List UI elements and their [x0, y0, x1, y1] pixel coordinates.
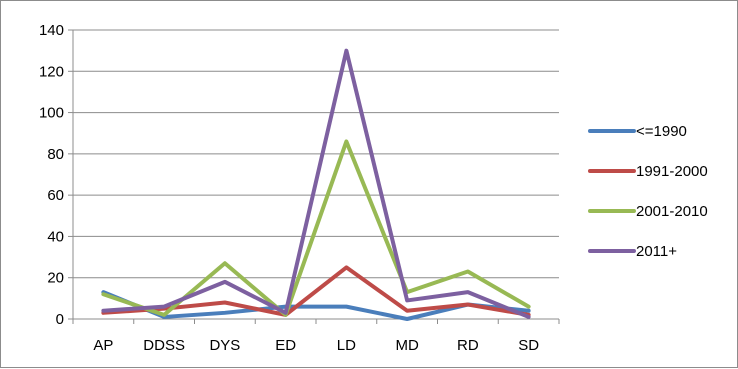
y-tick-label: 140: [39, 22, 64, 39]
legend-label: 1991-2000: [636, 163, 708, 180]
y-tick-label: 0: [56, 311, 64, 328]
legend-label: <=1990: [636, 123, 687, 140]
legend-label: 2001-2010: [636, 203, 708, 220]
x-axis-ticks: AP DDSS DYS ED LD MD RD SD: [93, 337, 539, 354]
x-tick-label: LD: [337, 337, 356, 354]
y-tick-label: 100: [39, 105, 64, 122]
axes: [68, 29, 560, 324]
x-tick-label: DDSS: [143, 337, 185, 354]
x-tick-label: DYS: [209, 337, 240, 354]
gridlines: [73, 29, 559, 279]
series-line-3: [101, 48, 531, 319]
series-lines: [101, 48, 531, 321]
y-tick-label: 20: [47, 270, 64, 287]
y-tick-label: 80: [47, 146, 64, 163]
y-tick-label: 60: [47, 187, 64, 204]
y-tick-label: 40: [47, 228, 64, 245]
x-tick-label: MD: [395, 337, 418, 354]
y-axis-ticks: 0 20 40 60 80 100 120 140: [39, 22, 64, 328]
legend: <=1990 1991-2000 2001-2010 2011+: [588, 123, 708, 260]
x-tick-label: AP: [93, 337, 113, 354]
y-tick-label: 120: [39, 63, 64, 80]
x-tick-label: SD: [518, 337, 539, 354]
x-tick-label: RD: [457, 337, 479, 354]
legend-label: 2011+: [636, 243, 677, 260]
series-line-2: [101, 139, 531, 317]
x-tick-label: ED: [275, 337, 296, 354]
